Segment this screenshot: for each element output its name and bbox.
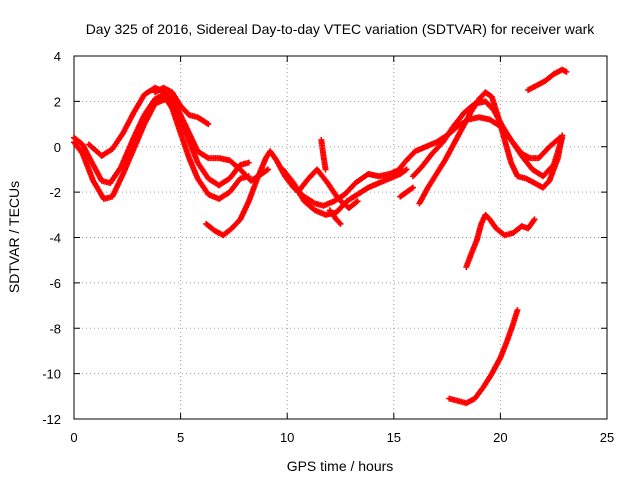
x-tick-label: 0 (70, 430, 77, 445)
series-arc9 (326, 207, 344, 227)
data-point (265, 166, 272, 173)
data-point (531, 216, 538, 223)
data-point (245, 159, 252, 166)
y-tick-label: 2 (54, 94, 61, 109)
y-tick-label: -4 (49, 231, 61, 246)
x-tick-label: 5 (177, 430, 184, 445)
tick-layer: 0 5 10 15 20 25 -12 -10 -8 -6 -4 -2 0 2 4 (42, 49, 614, 445)
y-tick-label: -8 (49, 321, 61, 336)
series-arc16 (525, 66, 570, 94)
x-tick-label: 25 (600, 430, 614, 445)
x-tick-label: 10 (280, 430, 294, 445)
data-point (337, 220, 344, 227)
x-axis-label: GPS time / hours (287, 458, 394, 474)
y-tick-label: 4 (54, 49, 61, 64)
x-tick-label: 20 (493, 430, 507, 445)
y-axis-label: SDTVAR / TECUs (6, 181, 22, 293)
data-points (71, 66, 570, 407)
chart-title: Day 325 of 2016, Sidereal Day-to-day VTE… (86, 21, 596, 37)
series-arc11 (409, 98, 564, 180)
series-arc6 (279, 166, 410, 218)
data-point (403, 166, 410, 173)
series-arc12 (416, 89, 566, 207)
x-tick-label: 15 (387, 430, 401, 445)
y-tick-label: -10 (42, 367, 61, 382)
series-arc8 (318, 136, 329, 173)
series-arc7 (294, 166, 361, 212)
y-tick-label: -12 (42, 412, 61, 427)
series-arc15 (446, 307, 521, 407)
data-point (409, 184, 416, 191)
data-point (322, 166, 329, 173)
series-arc4 (152, 84, 212, 128)
y-tick-label: 0 (54, 140, 61, 155)
y-tick-label: -6 (49, 276, 61, 291)
data-point (514, 307, 521, 314)
series-arc14 (463, 211, 538, 270)
series-arc13 (397, 184, 416, 200)
data-point (563, 68, 570, 75)
data-point (205, 121, 212, 128)
data-point (559, 132, 566, 139)
series-arc2 (71, 96, 252, 202)
data-point (336, 219, 343, 226)
data-point (354, 198, 361, 205)
y-tick-label: -2 (49, 185, 61, 200)
